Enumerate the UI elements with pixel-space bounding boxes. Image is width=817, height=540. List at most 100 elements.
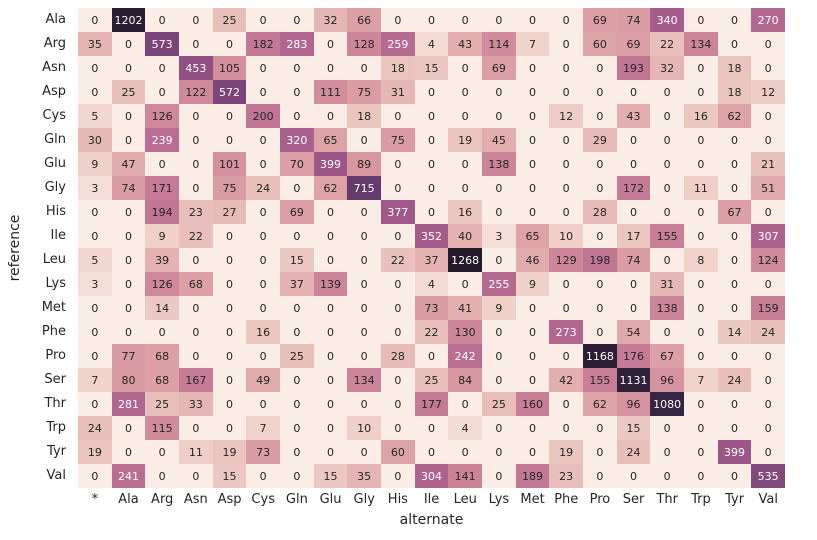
- heatmap-cell: 0: [347, 56, 381, 80]
- heatmap-cell: 0: [684, 80, 718, 104]
- heatmap-cell: 1131: [616, 368, 651, 392]
- heatmap-cell: 33: [179, 392, 213, 416]
- heatmap-cell-value: 0: [360, 133, 368, 147]
- heatmap-cell-value: 0: [293, 301, 301, 315]
- heatmap-cell-value: 0: [764, 349, 772, 363]
- heatmap-cell: 19: [212, 440, 247, 464]
- heatmap-cell-value: 0: [225, 325, 233, 339]
- y-tick-label: Lys: [45, 276, 66, 291]
- heatmap-cell: 0: [381, 176, 415, 200]
- heatmap-cell: 111: [313, 80, 348, 104]
- heatmap-cell-value: 0: [697, 133, 705, 147]
- heatmap-cell: 11: [179, 440, 213, 464]
- heatmap-cell-value: 68: [188, 277, 203, 291]
- heatmap-cell: 30: [78, 128, 112, 152]
- heatmap-cell: 67: [717, 200, 752, 224]
- heatmap-cell: 3: [78, 272, 112, 296]
- heatmap-cell: 0: [111, 440, 146, 464]
- heatmap-cell: 75: [212, 176, 247, 200]
- heatmap-cell: 0: [212, 368, 247, 392]
- heatmap-cell: 0: [246, 56, 280, 80]
- heatmap-cell-value: 25: [491, 397, 506, 411]
- heatmap-cell: 0: [246, 248, 280, 272]
- heatmap-cell: 0: [515, 344, 550, 368]
- heatmap-cell-value: 0: [562, 37, 570, 51]
- heatmap-cell: 172: [616, 176, 651, 200]
- heatmap-cell: 0: [145, 80, 179, 104]
- heatmap-cell: 3: [482, 224, 516, 248]
- heatmap-cell: 0: [549, 392, 583, 416]
- heatmap-cell-value: 0: [124, 229, 132, 243]
- heatmap-cell: 0: [549, 8, 583, 32]
- heatmap-cell-value: 15: [424, 61, 439, 75]
- heatmap-cell: 0: [347, 272, 381, 296]
- heatmap-cell: 0: [482, 440, 516, 464]
- heatmap-cell-value: 0: [461, 61, 469, 75]
- x-tick-label: Cys: [251, 492, 275, 507]
- heatmap-cell: 0: [482, 344, 516, 368]
- heatmap-cell-value: 0: [730, 421, 738, 435]
- heatmap-cell-value: 0: [259, 205, 267, 219]
- heatmap-cell-value: 0: [629, 157, 637, 171]
- heatmap-cell: 0: [650, 152, 684, 176]
- heatmap-cell-value: 141: [454, 469, 476, 483]
- heatmap-cell-value: 159: [757, 301, 779, 315]
- heatmap-cell: 0: [751, 200, 785, 224]
- heatmap-cell: 155: [650, 224, 684, 248]
- heatmap-cell: 1202: [111, 8, 146, 32]
- heatmap-cell-value: 16: [458, 205, 473, 219]
- heatmap-cell-value: 0: [124, 277, 132, 291]
- heatmap-cell: 0: [347, 392, 381, 416]
- heatmap-cell: 0: [515, 8, 550, 32]
- heatmap-cell-value: 40: [458, 229, 473, 243]
- heatmap-cell-value: 0: [596, 301, 604, 315]
- x-tick-label: *: [91, 492, 99, 507]
- heatmap-cell: 0: [111, 296, 146, 320]
- heatmap-cell-value: 0: [495, 373, 503, 387]
- heatmap-cell: 0: [145, 440, 179, 464]
- heatmap-cell-value: 0: [360, 349, 368, 363]
- heatmap-cell-value: 0: [124, 325, 132, 339]
- heatmap-cell-value: 19: [222, 445, 237, 459]
- heatmap-cell: 273: [549, 320, 583, 344]
- heatmap-cell: 73: [246, 440, 280, 464]
- heatmap-cell-value: 0: [697, 229, 705, 243]
- heatmap-cell: 270: [751, 8, 785, 32]
- heatmap-cell: 0: [179, 296, 213, 320]
- heatmap-cell-value: 340: [656, 13, 678, 27]
- heatmap-cell-value: 0: [697, 301, 705, 315]
- heatmap-cell-value: 0: [394, 109, 402, 123]
- y-tick-label: Phe: [41, 324, 66, 339]
- heatmap-cell: 0: [717, 344, 752, 368]
- heatmap-cell-value: 0: [495, 349, 503, 363]
- heatmap-cell-value: 255: [488, 277, 510, 291]
- heatmap-cell-value: 0: [663, 253, 671, 267]
- heatmap-cell: 0: [78, 200, 112, 224]
- heatmap-cell: 0: [448, 440, 482, 464]
- heatmap-cell: 15: [280, 248, 314, 272]
- heatmap-cell-value: 0: [528, 349, 536, 363]
- heatmap-cell-value: 0: [394, 421, 402, 435]
- heatmap-cell: 0: [179, 344, 213, 368]
- heatmap-cell-value: 0: [360, 325, 368, 339]
- heatmap-cell: 0: [111, 224, 146, 248]
- heatmap-cell: 0: [717, 224, 752, 248]
- heatmap-cell-value: 0: [730, 229, 738, 243]
- heatmap-cell: 283: [280, 32, 314, 56]
- heatmap-cell-value: 0: [528, 133, 536, 147]
- heatmap-cell-value: 0: [495, 469, 503, 483]
- heatmap-cell-value: 47: [121, 157, 136, 171]
- heatmap-cell-value: 0: [326, 301, 334, 315]
- heatmap-cell-value: 0: [495, 421, 503, 435]
- heatmap-cell-value: 0: [394, 229, 402, 243]
- heatmap-cell: 0: [313, 56, 348, 80]
- heatmap-cell-value: 0: [192, 133, 200, 147]
- heatmap-cell-value: 25: [121, 85, 136, 99]
- heatmap-cell-value: 0: [764, 37, 772, 51]
- heatmap-cell-value: 0: [293, 373, 301, 387]
- heatmap-cell: 0: [684, 56, 718, 80]
- heatmap-cell: 37: [414, 248, 449, 272]
- heatmap-cell: 77: [111, 344, 146, 368]
- heatmap-cell: 1080: [650, 392, 684, 416]
- heatmap-cell-value: 32: [323, 13, 338, 27]
